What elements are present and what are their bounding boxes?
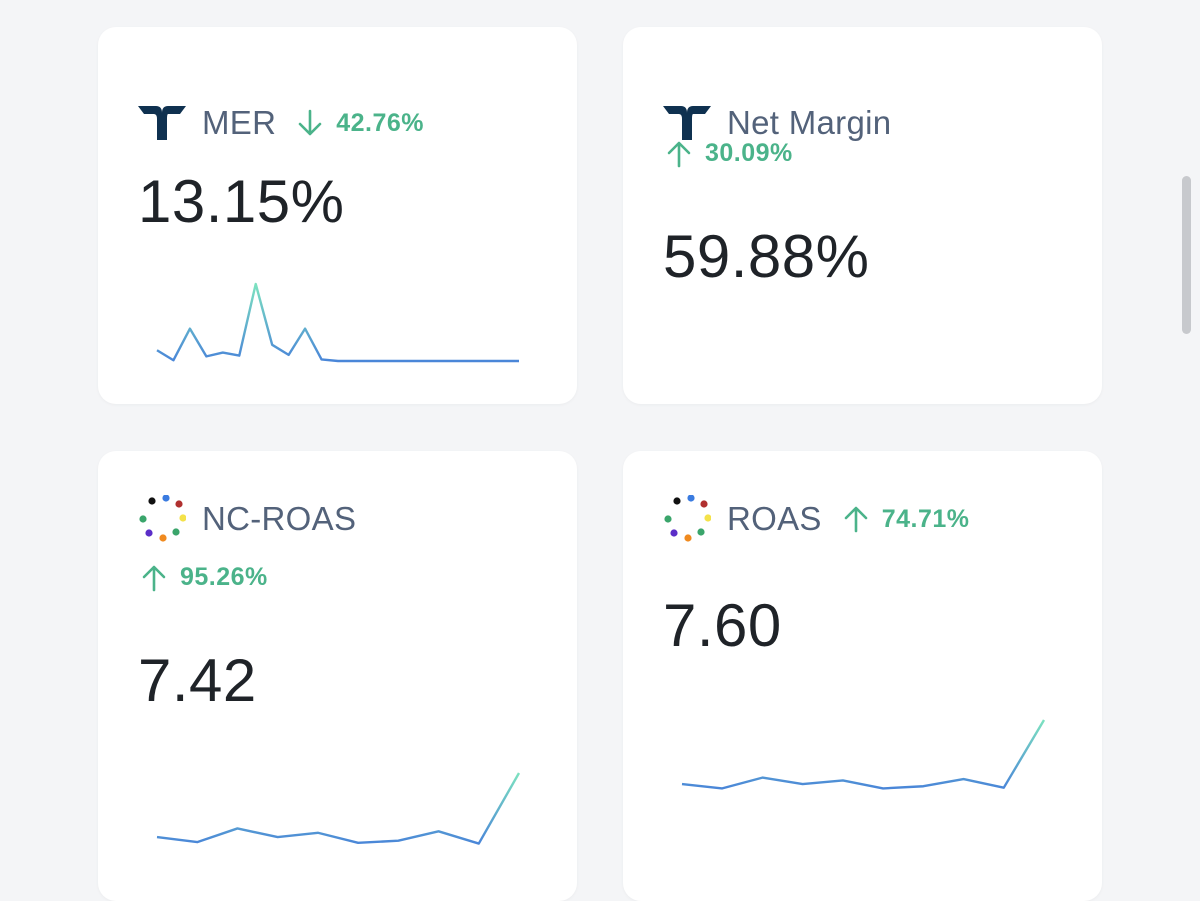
sparkline-path	[156, 282, 519, 363]
sparkline-path	[681, 719, 1046, 790]
card-title: NC-ROAS	[202, 500, 357, 537]
sparkline	[156, 772, 521, 845]
card-header: ROAS 74.71%	[663, 495, 970, 543]
card-title: MER	[202, 104, 277, 141]
arrow-up-icon	[667, 141, 691, 167]
arrow-up-icon	[142, 565, 166, 591]
delta-badge: 30.09%	[667, 139, 793, 168]
arrow-down-icon	[298, 109, 322, 136]
colored-dots-logo-icon	[138, 495, 188, 543]
triple-whale-logo-icon	[663, 99, 713, 147]
delta-value: 30.09%	[705, 139, 793, 167]
delta-value: 42.76%	[336, 108, 425, 137]
triple-whale-logo-icon	[138, 99, 188, 147]
card-header: MER 42.76%	[138, 99, 424, 147]
metric-value: 7.60	[663, 592, 782, 659]
delta-badge: 74.71%	[844, 505, 970, 534]
delta-value: 95.26%	[180, 563, 268, 591]
metric-card-net-margin[interactable]: Net Margin 30.09% 59.88%	[623, 27, 1102, 404]
card-title: Net Margin	[727, 104, 892, 141]
metric-value: 13.15%	[138, 168, 345, 235]
delta-badge: 42.76%	[298, 109, 424, 138]
arrow-up-icon	[844, 506, 868, 533]
metric-value: 59.88%	[663, 223, 870, 290]
metric-value: 7.42	[138, 647, 257, 714]
sparkline-path	[156, 772, 521, 845]
metric-card-nc-roas[interactable]: NC-ROAS 95.26% 7.42	[98, 451, 577, 901]
metric-card-mer[interactable]: MER 42.76% 13.15%	[98, 27, 577, 404]
metric-card-roas[interactable]: ROAS 74.71% 7.60	[623, 451, 1102, 901]
sparkline	[681, 719, 1046, 790]
card-title: ROAS	[727, 500, 822, 537]
card-header: NC-ROAS	[138, 495, 356, 543]
delta-badge: 95.26%	[142, 563, 268, 592]
delta-value: 74.71%	[881, 504, 970, 533]
sparkline	[156, 282, 519, 363]
scrollbar-thumb[interactable]	[1182, 176, 1191, 334]
colored-dots-logo-icon	[663, 495, 713, 543]
card-header: Net Margin	[663, 99, 891, 147]
